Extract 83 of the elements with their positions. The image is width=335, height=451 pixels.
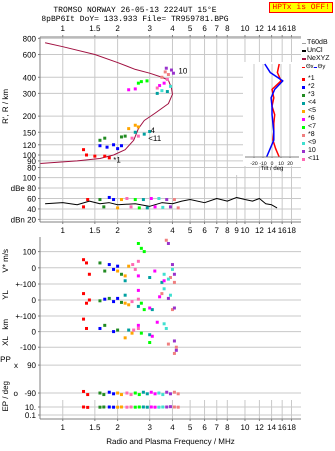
y-tick-label: dBn 20: [10, 215, 37, 224]
annotation: 4: [150, 126, 156, 135]
x-tick-label: 18: [287, 423, 296, 432]
y-tick-label: 120: [22, 140, 37, 150]
x-tick-label: 6: [202, 24, 208, 33]
y-tick-label: 0.1: [24, 411, 37, 420]
x-tick-label: 6: [202, 226, 208, 235]
chart-subtitle: 8pBP6It DoY= 133.933 File= TR959781.BPG: [40, 15, 230, 24]
x-tick-label: 10: [240, 24, 250, 33]
x-tick-label: 1.5: [89, 24, 101, 33]
y-tick-label: 100: [22, 174, 37, 183]
x-axis-title: Radio and Plasma Frequency / MHz: [105, 437, 236, 446]
x-tick-label: 6: [202, 423, 208, 432]
x-tick-label: 1: [60, 24, 66, 33]
x-tick-label: 12: [254, 423, 264, 432]
y-tick-label: 300: [22, 89, 37, 98]
x-tick-label: 8: [225, 423, 230, 432]
x-tick-label: 2: [115, 24, 120, 33]
y-tick-label: -90: [24, 389, 37, 398]
annotation: <11: [148, 134, 162, 144]
y-tick-label: 800: [22, 34, 37, 44]
y-tick-label: 150: [22, 128, 37, 138]
y-tick-label: 0: [32, 328, 37, 337]
x-tick-label: 3: [147, 226, 152, 235]
x-tick-label: 1.5: [89, 423, 101, 432]
x-tick-label: 8: [225, 24, 230, 33]
y-axis-title: V* m/s: [1, 248, 10, 272]
y-axis-title: EP / deg: [1, 380, 10, 412]
x-tick-label: 4: [170, 423, 176, 432]
x-tick-label: 18: [287, 226, 296, 235]
y-tick-label: +-100: [15, 280, 37, 289]
x-tick-label: 1: [60, 226, 66, 235]
y-tick-label: 0: [32, 296, 37, 305]
y-tick-label: 200: [22, 112, 37, 122]
x-tick-label: 1.5: [89, 226, 101, 235]
x-tick-label: 12: [254, 226, 264, 235]
text: o: [14, 389, 19, 398]
x-tick-label: 5: [188, 226, 193, 235]
y-axis-title: R', R / km: [1, 88, 10, 124]
x-tick-label: 12: [254, 24, 264, 33]
y-tick-label: 400: [22, 73, 37, 82]
x-tick-label: 9: [234, 226, 240, 235]
x-tick-label: 3: [147, 423, 152, 432]
x-tick-label: 16: [278, 423, 288, 432]
y-axis-title: PP: [0, 355, 11, 364]
x-tick-label: 3: [147, 24, 152, 33]
x-tick-label: 1: [60, 423, 66, 432]
y-tick-label: 90: [27, 361, 37, 370]
x-tick-label: 2: [115, 423, 120, 432]
x-tick-label: 18: [287, 24, 296, 33]
chart-title: TROMSO NORWAY 26-05-13 2224UT 15°E: [52, 6, 218, 15]
y-tick-label: 40: [27, 204, 37, 214]
y-tick-label: 0: [32, 264, 37, 273]
x-tick-label: 4: [170, 226, 176, 235]
x-tick-label: 14: [267, 423, 277, 432]
y-tick-label: dBe 80: [10, 184, 37, 194]
y-tick-label: 60: [27, 194, 37, 204]
x-tick-label: 14: [267, 24, 277, 33]
annotation: *1: [113, 156, 122, 165]
x-tick-label: 7: [214, 423, 220, 432]
y-tick-label: 10.: [24, 402, 36, 412]
x-tick-label: 4: [170, 24, 176, 33]
x-tick-label: 2: [115, 226, 120, 235]
text: HPTx is OFF!: [269, 2, 333, 13]
x-tick-label: 7: [214, 24, 220, 33]
x-tick-label: 16: [278, 226, 288, 235]
y-tick-label: 100: [22, 248, 37, 257]
y-axis-title: YL: [1, 290, 10, 300]
annotation: 10: [178, 66, 188, 76]
y-axis-title: XL km: [1, 319, 10, 346]
y-tick-label: -100: [20, 343, 37, 352]
x-tick-label: 10: [240, 226, 250, 235]
y-tick-label: 600: [22, 50, 37, 60]
x-tick-label: 10: [240, 423, 250, 432]
y-tick-label: +-100: [15, 312, 37, 321]
x-tick-label: 5: [188, 423, 193, 432]
x-tick-label: 14: [267, 226, 277, 235]
x-tick-label: 7: [214, 226, 220, 235]
x-tick-label: 5: [188, 24, 193, 33]
x-tick-label: 16: [278, 24, 288, 33]
y-tick-label: 80: [27, 164, 37, 173]
x-tick-label: 8: [225, 226, 230, 235]
text: x: [14, 361, 18, 370]
